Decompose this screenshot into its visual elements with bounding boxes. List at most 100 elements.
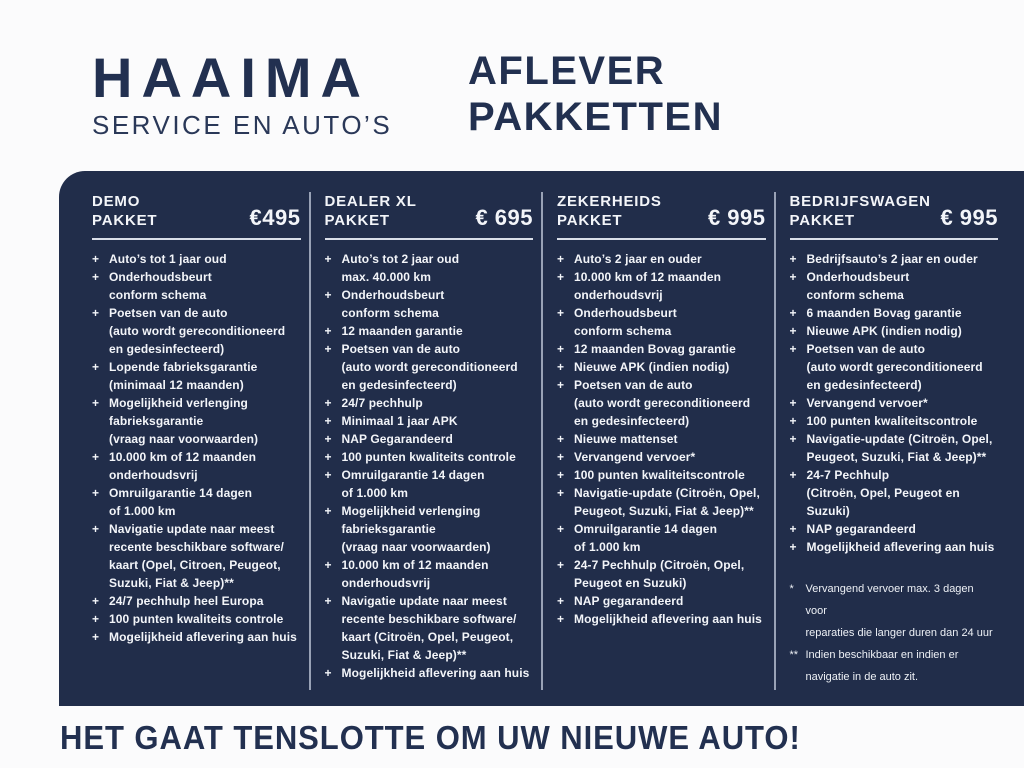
package-item-text: 24-7 Pechhulp (Citroën, Opel, Peugeot en… xyxy=(806,468,960,518)
plus-icon: + xyxy=(557,306,565,320)
package-item-text: Poetsen van de auto (auto wordt gerecond… xyxy=(574,378,751,428)
plus-icon: + xyxy=(557,270,565,284)
package-item-text: Auto’s 2 jaar en ouder xyxy=(574,252,702,266)
plus-icon: + xyxy=(789,540,797,554)
footnotes: * Vervangend vervoer max. 3 dagen voor re… xyxy=(790,578,999,690)
plus-icon: + xyxy=(92,270,100,284)
package-item-text: Omruilgarantie 14 dagen of 1.000 km xyxy=(341,468,485,500)
package-item: + Omruilgarantie 14 dagen of 1.000 km xyxy=(557,520,766,556)
package-item-text: NAP gegarandeerd xyxy=(574,594,684,608)
page-title-line2: PAKKETTEN xyxy=(468,95,723,139)
package-item: + NAP Gegarandeerd xyxy=(325,430,534,448)
package-item-text: 10.000 km of 12 maanden onderhoudsvrij xyxy=(574,270,722,302)
plus-icon: + xyxy=(557,468,565,482)
footnote-marker: * xyxy=(789,583,794,595)
package-item: + Auto’s tot 1 jaar oud xyxy=(92,250,301,268)
package-item: +100 punten kwaliteits controle xyxy=(92,610,301,628)
plus-icon: + xyxy=(92,396,100,410)
package-item-text: Onderhoudsbeurt conform schema xyxy=(341,288,445,320)
plus-icon: + xyxy=(789,414,797,428)
package-item-text: 100 punten kwaliteits controle xyxy=(109,612,284,626)
plus-icon: + xyxy=(92,594,100,608)
package-item: +24-7 Pechhulp (Citroën, Opel, Peugeot e… xyxy=(557,556,766,592)
package-item-text: Vervangend vervoer* xyxy=(806,396,928,410)
package-item: + Mogelijkheid aflevering aan huis xyxy=(92,628,301,646)
package-item-text: Mogelijkheid verlenging fabrieksgarantie… xyxy=(341,504,491,554)
package-item: +24-7 Pechhulp (Citroën, Opel, Peugeot e… xyxy=(790,466,999,520)
package-price: € 995 xyxy=(707,205,766,230)
plus-icon: + xyxy=(92,306,100,320)
plus-icon: + xyxy=(324,414,332,428)
plus-icon: + xyxy=(324,666,332,680)
footnote: ** Indien beschikbaar en indien er naviga… xyxy=(790,644,999,688)
plus-icon: + xyxy=(557,594,565,608)
page-title: AFLEVER PAKKETTEN xyxy=(468,48,723,140)
plus-icon: + xyxy=(789,270,797,284)
plus-icon: + xyxy=(92,612,100,626)
package-item: + Poetsen van de auto (auto wordt gerecon… xyxy=(790,340,999,394)
footnote-marker: ** xyxy=(789,649,799,661)
package-item-text: 24/7 pechhulp xyxy=(341,396,423,410)
package-item: + Poetsen van de auto (auto wordt gerecon… xyxy=(557,376,766,430)
package-item-text: 100 punten kwaliteits controle xyxy=(341,450,516,464)
package-item: +12 maanden garantie xyxy=(325,322,534,340)
package-item: + Mogelijkheid aflevering aan huis xyxy=(325,664,534,682)
package-item: +100 punten kwaliteits controle xyxy=(325,448,534,466)
package-item: + Navigatie-update (Citroën, Opel, Peugeo… xyxy=(790,430,999,466)
plus-icon: + xyxy=(324,504,332,518)
package-item: + Mogelijkheid verlenging fabrieksgaranti… xyxy=(92,394,301,448)
package-item: + Poetsen van de auto (auto wordt gerecon… xyxy=(325,340,534,394)
packages-panel: DEMO PAKKET €495 + Auto’s tot 1 jaar oud + On… xyxy=(59,171,1024,706)
package-item-text: Onderhoudsbeurt conform schema xyxy=(109,270,212,302)
package-rule xyxy=(92,238,301,240)
plus-icon: + xyxy=(557,342,565,356)
package-item-list: + Auto’s 2 jaar en ouder +10.000 km of 12 … xyxy=(557,250,766,628)
package-price: € 995 xyxy=(940,205,998,230)
package-item-text: 10.000 km of 12 maanden onderhoudsvrij xyxy=(341,558,489,590)
package-item: + Onderhoudsbeurt conform schema xyxy=(557,304,766,340)
plus-icon: + xyxy=(557,522,565,536)
package-header: BEDRIJFSWAGEN PAKKET € 995 xyxy=(790,192,999,230)
brand-name: HAAIMA xyxy=(92,46,370,109)
package-item-list: + Auto’s tot 1 jaar oud + Onderhoudsbeurt c… xyxy=(92,250,301,646)
plus-icon: + xyxy=(324,594,332,608)
plus-icon: + xyxy=(789,306,797,320)
plus-icon: + xyxy=(557,252,565,266)
plus-icon: + xyxy=(324,432,332,446)
plus-icon: + xyxy=(324,558,332,572)
brand-logo: HAAIMA SERVICE EN AUTO’S xyxy=(92,50,392,141)
package-item-text: 24-7 Pechhulp (Citroën, Opel, Peugeot en… xyxy=(574,558,745,590)
package-zekerheids: ZEKERHEIDS PAKKET € 995 + Auto’s 2 jaar en … xyxy=(541,192,774,690)
package-item-text: Nieuwe APK (indien nodig) xyxy=(574,360,730,374)
plus-icon: + xyxy=(92,522,100,536)
package-title: DEALER XL PAKKET xyxy=(324,193,417,229)
tagline: HET GAAT TENSLOTTE OM UW NIEUWE AUTO! xyxy=(60,719,801,756)
package-item-text: 24/7 pechhulp heel Europa xyxy=(109,594,264,608)
package-item: +6 maanden Bovag garantie xyxy=(790,304,999,322)
plus-icon: + xyxy=(789,522,797,536)
package-columns: DEMO PAKKET €495 + Auto’s tot 1 jaar oud + On… xyxy=(59,171,1024,706)
plus-icon: + xyxy=(92,360,100,374)
package-item-text: 12 maanden garantie xyxy=(341,324,463,338)
package-rule xyxy=(324,238,533,240)
plus-icon: + xyxy=(92,630,100,644)
package-item-text: Vervangend vervoer* xyxy=(574,450,696,464)
plus-icon: + xyxy=(324,450,332,464)
package-item-text: Auto’s tot 2 jaar oud max. 40.000 km xyxy=(341,252,460,284)
package-item-text: Navigatie update naar meest recente besc… xyxy=(341,594,517,662)
plus-icon: + xyxy=(324,252,332,266)
package-item: +100 punten kwaliteitscontrole xyxy=(557,466,766,484)
package-item-text: Lopende fabrieksgarantie (minimaal 12 ma… xyxy=(109,360,258,392)
plus-icon: + xyxy=(789,396,797,410)
package-item: + Nieuwe mattenset xyxy=(557,430,766,448)
package-bedrijfswagen: BEDRIJFSWAGEN PAKKET € 995 + Bedrijfsauto’s… xyxy=(773,192,1007,690)
package-item-text: Mogelijkheid aflevering aan huis xyxy=(574,612,762,626)
package-item-text: Onderhoudsbeurt conform schema xyxy=(806,270,910,302)
package-item: + Omruilgarantie 14 dagen of 1.000 km xyxy=(325,466,534,502)
page-title-line1: AFLEVER xyxy=(468,49,666,93)
plus-icon: + xyxy=(557,360,565,374)
package-title: DEMO PAKKET xyxy=(92,193,158,229)
package-rule xyxy=(557,238,766,240)
package-price: €495 xyxy=(249,205,301,230)
package-item-text: 10.000 km of 12 maanden onderhoudsvrij xyxy=(109,450,257,482)
